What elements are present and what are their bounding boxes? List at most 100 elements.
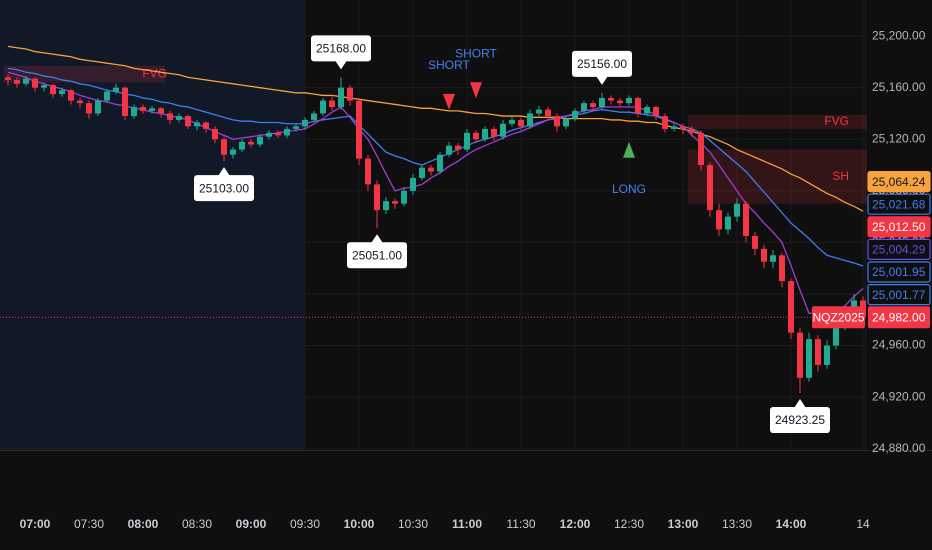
callout-label: 25051.00 — [352, 248, 402, 262]
signal-label: SHORT — [428, 58, 470, 72]
candle-body — [518, 119, 524, 127]
zones: FVG FVG SH — [4, 65, 867, 204]
candle-body — [32, 78, 38, 88]
candle-body — [815, 339, 821, 365]
candle-body — [122, 87, 128, 117]
x-tick-label: 09:30 — [290, 517, 320, 531]
candle-body — [248, 141, 254, 145]
price-tag-label: 25,021.68 — [872, 197, 926, 211]
candle-body — [743, 203, 749, 236]
candle-body — [293, 126, 299, 129]
candle-body — [302, 119, 308, 127]
axes: 24,880.0024,920.0024,960.0025,000.0025,0… — [20, 28, 931, 531]
x-tick-label: 10:30 — [398, 517, 428, 531]
candle-body — [599, 97, 605, 108]
callout-pointer — [794, 398, 806, 408]
candle-body — [707, 165, 713, 211]
candle-body — [131, 107, 137, 117]
symbol-tag — [812, 306, 865, 329]
zone — [688, 114, 867, 129]
candle-body — [680, 126, 686, 129]
candle-body — [725, 216, 731, 230]
candle-body — [392, 201, 398, 204]
candle-body — [14, 79, 20, 84]
candle-body — [41, 85, 47, 88]
x-tick-label: 09:00 — [236, 517, 267, 531]
candle-body — [347, 87, 353, 101]
candle-body — [788, 281, 794, 333]
callout-label: 25103.00 — [199, 181, 249, 195]
candle-body — [689, 128, 695, 133]
candle-body — [374, 184, 380, 211]
candle-body — [617, 100, 623, 104]
callout-box — [572, 50, 632, 77]
candle-body — [662, 116, 668, 129]
candle-body — [104, 91, 110, 101]
candle-body — [608, 97, 614, 101]
callout-label: 25168.00 — [316, 42, 366, 56]
x-tick-label: 14:00 — [776, 517, 807, 531]
candle-body — [752, 235, 758, 249]
candle-body — [77, 100, 83, 104]
ma-line — [7, 45, 864, 212]
zone — [688, 149, 867, 204]
candle-body — [734, 203, 740, 217]
x-tick-label: 14 — [856, 517, 870, 531]
candle-body — [500, 123, 506, 137]
candle-body — [158, 108, 164, 114]
candle-body — [635, 97, 641, 114]
candle-body — [86, 103, 92, 114]
candle-body — [140, 107, 146, 111]
price-tag-label: 25,012.50 — [872, 220, 926, 234]
callout-pointer — [596, 75, 608, 85]
candle-body — [266, 132, 272, 137]
price-tag — [867, 193, 931, 215]
candle-body — [428, 167, 434, 172]
zone-label: FVG — [824, 114, 849, 128]
candle-body — [113, 87, 119, 92]
y-tick-label: 25,160.00 — [872, 80, 926, 94]
candle-body — [419, 167, 425, 178]
candle-body — [212, 128, 218, 140]
candle-body — [806, 339, 812, 378]
callout-box — [194, 175, 254, 202]
ma-line — [7, 71, 864, 314]
price-tag — [867, 216, 931, 238]
candle-body — [437, 154, 443, 172]
candle-body — [185, 116, 191, 127]
candle-body — [698, 132, 704, 166]
x-tick-label: 07:00 — [20, 517, 51, 531]
candle-body — [644, 107, 650, 114]
candle-body — [365, 158, 371, 185]
candle-body — [149, 108, 155, 111]
y-tick-label: 25,120.00 — [872, 131, 926, 145]
candle-body — [761, 248, 767, 262]
candle-body — [482, 128, 488, 140]
candle-body — [221, 139, 227, 155]
candle-body — [581, 103, 587, 111]
x-tick-label: 12:30 — [614, 517, 644, 531]
candle-body — [473, 132, 479, 140]
callout-pointer — [371, 234, 383, 244]
candle-body — [257, 136, 263, 145]
candle-body — [230, 149, 236, 155]
candle-body — [464, 132, 470, 150]
x-tick-label: 12:00 — [560, 517, 591, 531]
session-shade — [0, 0, 305, 450]
symbol-label: NQZ2025 — [812, 310, 864, 324]
candle-body — [446, 145, 452, 155]
candle-body — [779, 255, 785, 282]
x-tick-label: 10:00 — [344, 517, 375, 531]
candle-body — [401, 190, 407, 204]
price-tag-label: 25,004.29 — [872, 243, 926, 257]
candle-body — [509, 119, 515, 124]
price-tag — [867, 170, 931, 193]
y-tick-label: 25,200.00 — [872, 28, 926, 42]
last-price-label: 24,982.00 — [872, 310, 926, 324]
x-tick-label: 11:30 — [506, 517, 535, 531]
last-price-tag — [868, 306, 930, 329]
candle-body — [356, 100, 362, 159]
